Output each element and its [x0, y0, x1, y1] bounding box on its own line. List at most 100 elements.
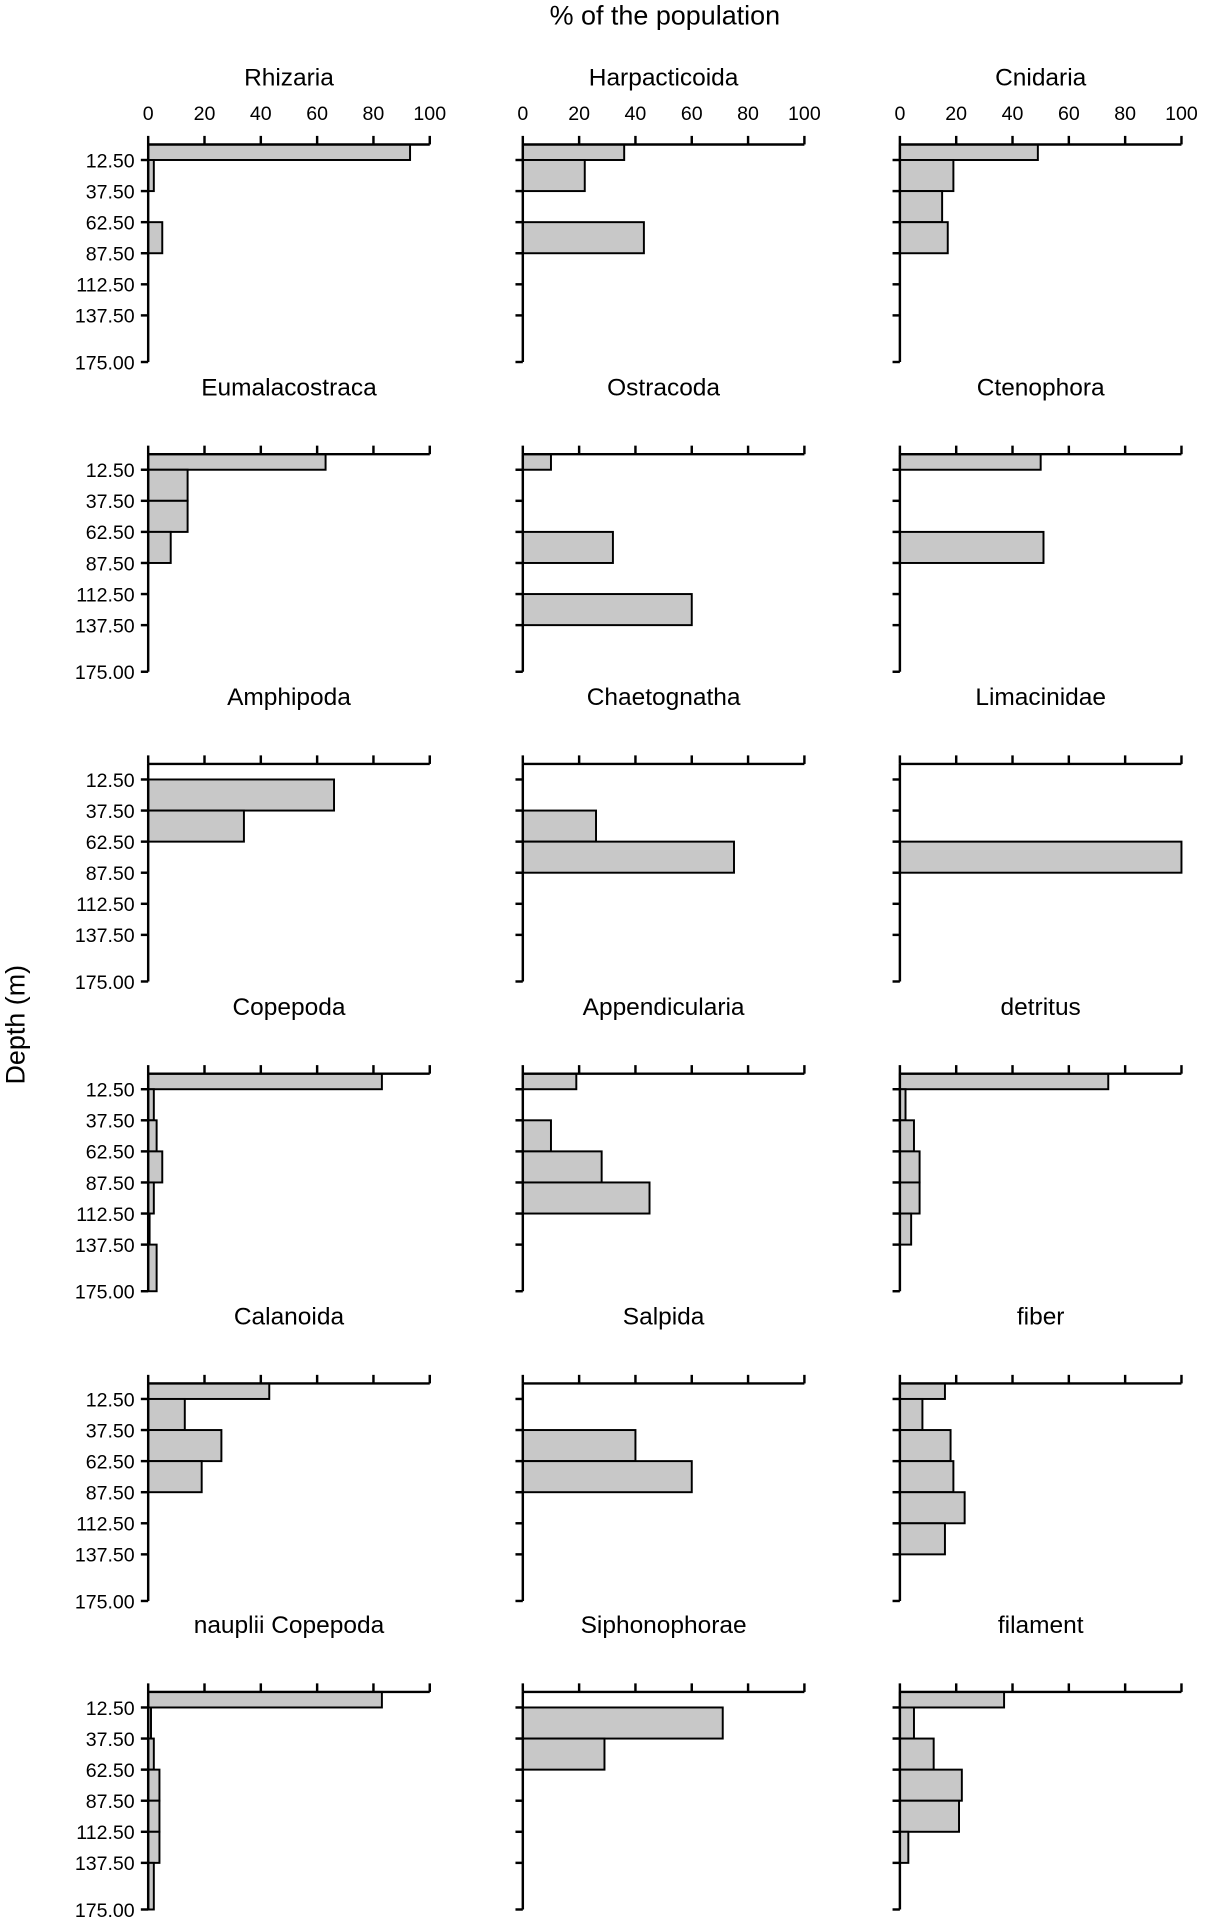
bar — [898, 1768, 963, 1802]
x-tick-label: 0 — [143, 103, 154, 125]
panel-title: Limacinidae — [975, 684, 1106, 711]
panel-fiber: fiber — [892, 1304, 1183, 1603]
bar — [521, 1737, 606, 1771]
bar — [898, 1119, 915, 1153]
bar — [521, 1119, 552, 1153]
bar — [898, 1072, 1110, 1091]
bar — [898, 1460, 955, 1494]
y-tick-label: 175.00 — [75, 1900, 135, 1922]
bar — [147, 499, 189, 533]
bar — [147, 809, 245, 843]
x-tick-label: 80 — [1114, 103, 1136, 125]
bar — [898, 453, 1042, 471]
y-tick-label: 112.50 — [76, 1204, 135, 1226]
bar — [898, 1706, 915, 1740]
x-tick-label: 60 — [1058, 103, 1080, 125]
y-tick-label: 137.50 — [75, 1545, 135, 1567]
bar — [898, 143, 1039, 161]
y-tick-label: 87.50 — [86, 244, 135, 266]
bar — [147, 1690, 383, 1709]
y-tick-label: 137.50 — [75, 1235, 135, 1257]
y-tick-label: 37.50 — [86, 801, 135, 823]
bar — [147, 453, 327, 471]
bar — [147, 1119, 158, 1153]
y-tick-label: 112.50 — [76, 275, 135, 297]
panel-ctenophora: Ctenophora — [892, 374, 1183, 673]
y-tick-label: 137.50 — [75, 925, 135, 947]
panel-title: Calanoida — [234, 1304, 345, 1331]
bar — [521, 1706, 724, 1740]
bar — [898, 1181, 921, 1215]
bar — [147, 1397, 186, 1432]
panel-title: Appendicularia — [583, 994, 745, 1021]
panel-calanoida: Calanoida 12.50 37.50 62.50 87.50 112.50 137.5… — [75, 1304, 431, 1613]
bar — [147, 1072, 383, 1091]
bar — [898, 159, 955, 193]
bar — [521, 593, 693, 627]
y-tick-label: 175.00 — [75, 972, 135, 994]
panel-amphipoda: Amphipoda 12.50 37.50 62.50 87.50 112.50 137.5… — [75, 684, 431, 994]
x-tick-label: 100 — [413, 103, 446, 125]
bar — [898, 190, 944, 224]
panel-title: Salpida — [623, 1304, 705, 1331]
bar — [147, 221, 164, 255]
x-tick-label: 20 — [194, 103, 216, 125]
x-tick-label: 40 — [250, 103, 272, 125]
panel-siphonophorae: Siphonophorae — [515, 1612, 806, 1911]
x-tick-label: 40 — [625, 103, 647, 125]
bar — [898, 1491, 966, 1525]
panel-title: Amphipoda — [227, 684, 351, 711]
bar — [521, 1429, 637, 1463]
y-tick-label: 112.50 — [76, 894, 135, 916]
x-tick-label: 0 — [517, 103, 528, 125]
panel-title: Ostracoda — [607, 374, 720, 401]
panel-title: Copepoda — [233, 994, 346, 1021]
bar — [521, 221, 645, 255]
y-tick-label: 87.50 — [86, 863, 135, 885]
y-tick-label: 62.50 — [86, 1142, 135, 1164]
y-tick-label: 37.50 — [86, 1420, 135, 1442]
bar — [898, 221, 949, 255]
bar — [147, 468, 189, 502]
panel-detritus: detritus — [892, 994, 1183, 1293]
bar — [898, 1737, 935, 1771]
x-tick-label: 60 — [681, 103, 703, 125]
y-tick-label: 175.00 — [75, 662, 135, 684]
panel-salpida: Salpida — [515, 1304, 806, 1603]
bar — [521, 159, 586, 193]
panel-appendicularia: Appendicularia — [515, 994, 806, 1293]
panel-title: filament — [998, 1612, 1084, 1639]
bar — [898, 1690, 1006, 1709]
bar — [521, 143, 626, 161]
y-tick-label: 12.50 — [86, 1389, 135, 1411]
panel-title: fiber — [1017, 1304, 1065, 1331]
x-tick-label: 80 — [737, 103, 759, 125]
panel-title: Chaetognatha — [587, 684, 741, 711]
x-tick-label: 80 — [363, 103, 385, 125]
bar — [147, 1429, 223, 1463]
bar — [147, 1768, 161, 1802]
y-tick-label: 37.50 — [86, 1729, 135, 1751]
x-tick-label: 20 — [945, 103, 967, 125]
panel-ostracoda: Ostracoda — [515, 374, 806, 673]
y-tick-label: 12.50 — [86, 770, 135, 792]
panel-title: Harpacticoida — [589, 65, 739, 92]
x-axis-label: % of the population — [550, 0, 781, 30]
x-tick-label: 60 — [306, 103, 328, 125]
y-tick-label: 87.50 — [86, 1791, 135, 1813]
x-tick-label: 20 — [568, 103, 590, 125]
panel-title: Ctenophora — [977, 374, 1105, 401]
y-tick-label: 87.50 — [86, 553, 135, 575]
bar — [898, 1522, 946, 1556]
y-tick-label: 112.50 — [76, 1822, 135, 1844]
y-tick-label: 62.50 — [86, 1760, 135, 1782]
panel-nauplii-copepoda: nauplii Copepoda 12.50 37.50 62.50 87.50 112.… — [75, 1612, 431, 1922]
y-tick-label: 12.50 — [86, 460, 135, 482]
panel-chaetognatha: Chaetognatha — [515, 684, 806, 983]
panel-title: Eumalacostraca — [201, 374, 377, 401]
y-tick-label: 62.50 — [86, 832, 135, 854]
panel-copepoda: Copepoda 12.50 37.50 62.50 87.50 112.50 137.50… — [75, 994, 431, 1304]
y-tick-label: 175.00 — [75, 352, 135, 374]
bar — [147, 1243, 158, 1293]
